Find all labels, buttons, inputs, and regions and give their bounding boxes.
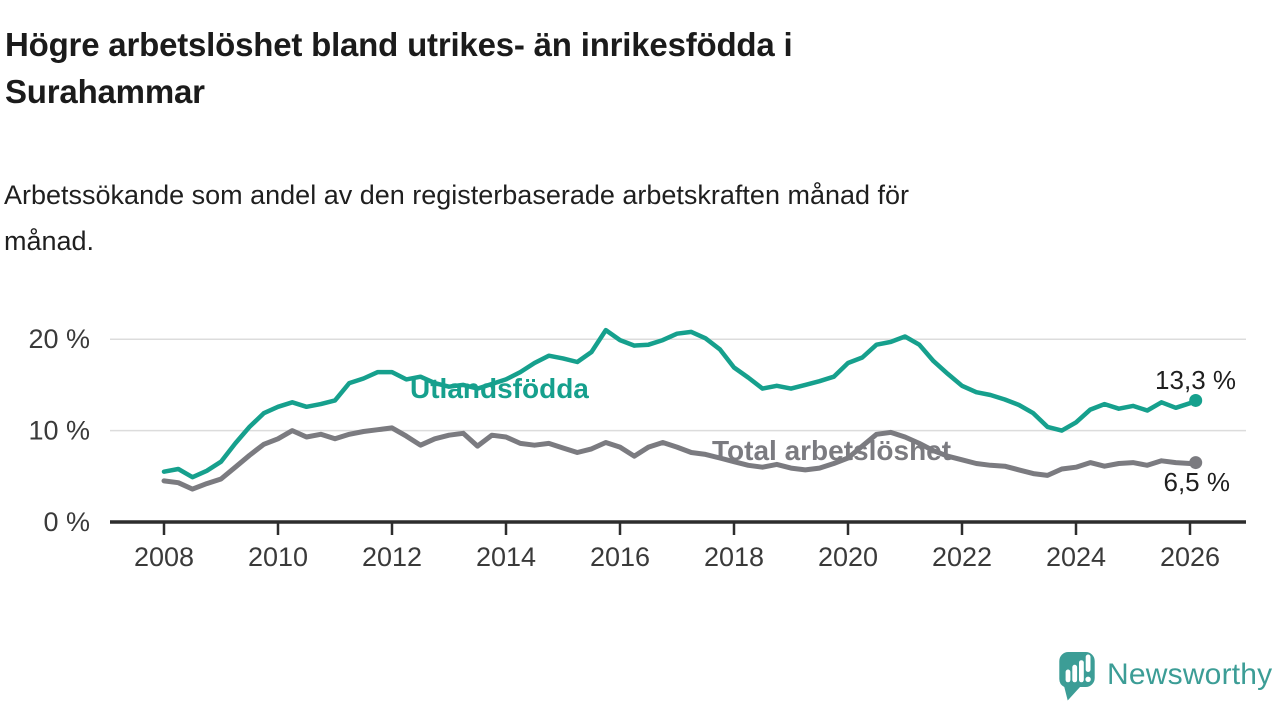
bar-chart-glyph — [1065, 660, 1084, 683]
series-line-total — [161, 425, 1199, 492]
end-value-label-total: 6,5 % — [1164, 467, 1231, 497]
newsworthy-logo: Newsworthy — [1059, 652, 1272, 701]
series-line-utlandsfodda — [161, 327, 1198, 480]
x-axis-tick-label: 2024 — [1046, 542, 1106, 572]
series-end-dot-total — [1189, 456, 1203, 470]
y-axis-tick-label: 20 % — [28, 324, 90, 354]
x-axis-tick-label: 2012 — [362, 542, 422, 572]
data-series — [161, 327, 1203, 492]
x-axis-tick-label: 2008 — [134, 542, 194, 572]
chart-subtitle-line1: Arbetssökande som andel av den registerb… — [4, 180, 910, 210]
x-axis-tick-label: 2020 — [818, 542, 878, 572]
chart-labels: 0 % 10 % 20 % Utlandsfödda 13,3 % Total arbet… — [28, 324, 1236, 537]
x-axis-tick-label: 2018 — [704, 542, 764, 572]
y-axis-tick-label: 10 % — [28, 416, 90, 446]
chart-subtitle-line2: månad. — [4, 226, 95, 256]
x-axis-tick-label: 2016 — [590, 542, 650, 572]
x-axis-tick-label: 2010 — [248, 542, 308, 572]
x-axis-tick-label: 2022 — [932, 542, 992, 572]
x-axis-tick-label: 2026 — [1160, 542, 1220, 572]
series-label-total: Total arbetslöshet — [712, 435, 951, 466]
chart-subtitle: Arbetssökande som andel av den registerb… — [4, 172, 909, 264]
exclamation-glyph — [1085, 654, 1091, 682]
newsworthy-logo-icon — [1059, 652, 1095, 701]
x-axis: 2008 2010 2012 2014 2016 2018 2020 2022 2024 2026 — [110, 520, 1246, 572]
series-label-utlandsfodda: Utlandsfödda — [410, 373, 589, 404]
page-title: Högre arbetslöshet bland utrikes- än inr… — [5, 21, 793, 115]
y-axis-tick-label: 0 % — [43, 507, 90, 537]
x-axis-tick-label: 2014 — [476, 542, 536, 572]
page-title-line1: Högre arbetslöshet bland utrikes- än inr… — [5, 26, 793, 63]
gridlines — [110, 338, 1246, 432]
end-value-label-utlandsfodda: 13,3 % — [1155, 365, 1236, 395]
series-end-dot-utlandsfodda — [1189, 393, 1203, 407]
newsworthy-wordmark: Newsworthy — [1107, 658, 1272, 691]
page-title-line2: Surahammar — [5, 73, 205, 110]
